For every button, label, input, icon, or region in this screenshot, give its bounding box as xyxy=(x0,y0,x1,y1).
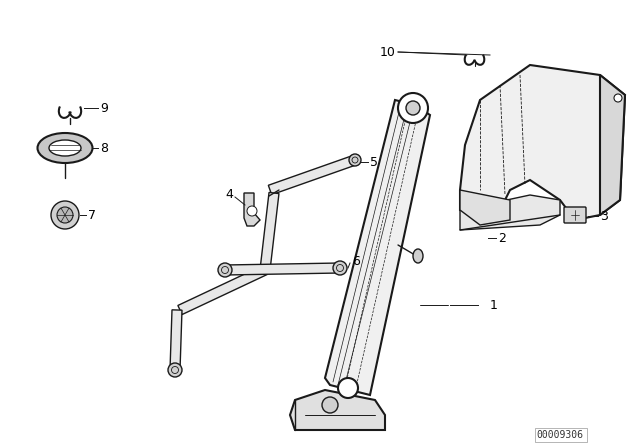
FancyBboxPatch shape xyxy=(564,207,586,223)
Text: 9: 9 xyxy=(100,102,108,115)
Polygon shape xyxy=(260,193,279,271)
Circle shape xyxy=(398,93,428,123)
Polygon shape xyxy=(600,75,625,215)
Text: 3: 3 xyxy=(600,210,608,223)
Circle shape xyxy=(168,363,182,377)
Ellipse shape xyxy=(413,249,423,263)
Circle shape xyxy=(218,263,232,277)
Text: 00009306: 00009306 xyxy=(536,430,584,440)
Polygon shape xyxy=(170,310,182,370)
Text: 4: 4 xyxy=(225,188,233,201)
Circle shape xyxy=(349,154,361,166)
Text: 6: 6 xyxy=(352,254,360,267)
Circle shape xyxy=(333,261,347,275)
Circle shape xyxy=(51,201,79,229)
Circle shape xyxy=(614,94,622,102)
Polygon shape xyxy=(460,195,560,230)
Polygon shape xyxy=(290,390,385,430)
Ellipse shape xyxy=(49,140,81,156)
Circle shape xyxy=(322,397,338,413)
Text: 1: 1 xyxy=(490,298,498,311)
Text: 8: 8 xyxy=(100,142,108,155)
Polygon shape xyxy=(325,100,430,395)
Text: 2: 2 xyxy=(498,232,506,245)
Polygon shape xyxy=(460,190,510,225)
Text: 10: 10 xyxy=(380,46,396,59)
Circle shape xyxy=(57,207,73,223)
Text: 7: 7 xyxy=(88,208,96,221)
Circle shape xyxy=(247,206,257,216)
Polygon shape xyxy=(268,155,356,195)
Ellipse shape xyxy=(38,133,93,163)
Polygon shape xyxy=(178,266,267,314)
Polygon shape xyxy=(244,193,260,226)
Circle shape xyxy=(406,101,420,115)
Polygon shape xyxy=(460,65,625,220)
Circle shape xyxy=(338,378,358,398)
Text: 5: 5 xyxy=(370,155,378,168)
Polygon shape xyxy=(225,263,340,275)
